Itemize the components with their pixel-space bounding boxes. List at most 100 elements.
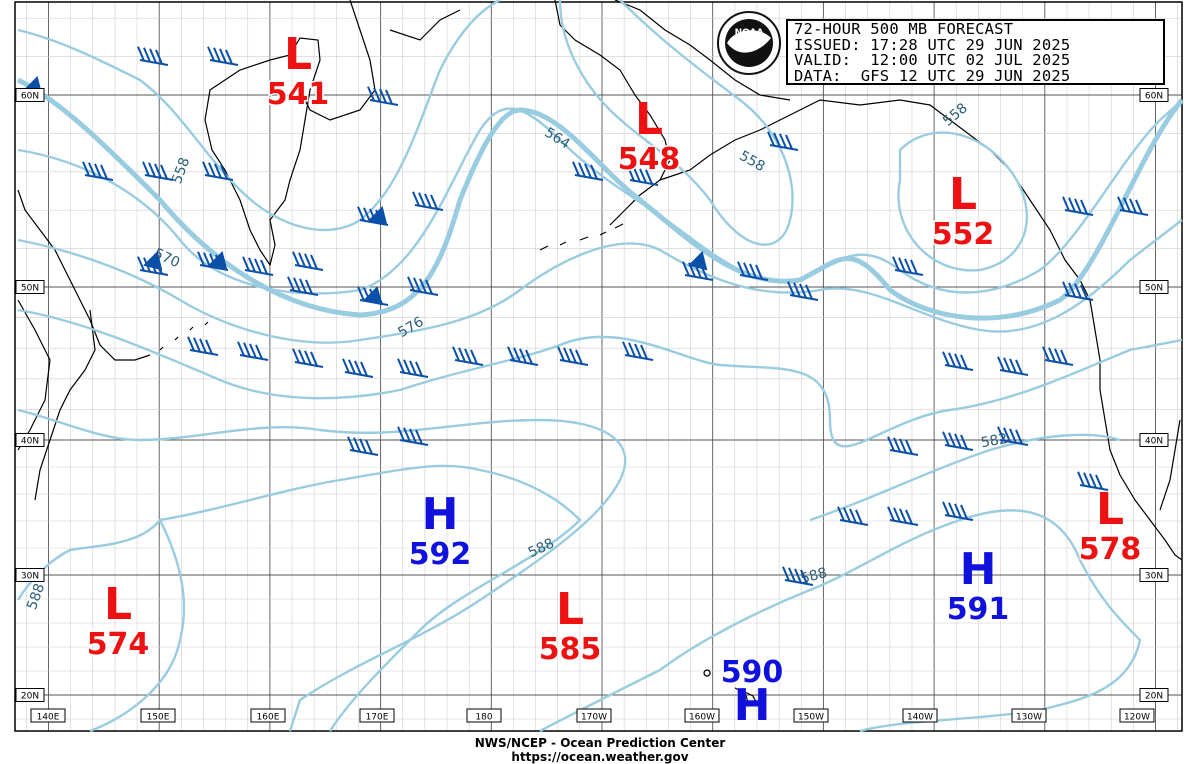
svg-text:150E: 150E <box>147 713 170 723</box>
svg-text:160W: 160W <box>689 713 715 723</box>
wind-barb <box>292 348 324 368</box>
svg-text:170E: 170E <box>366 713 389 723</box>
wind-barb <box>367 86 399 106</box>
forecast-info-box: 72-HOUR 500 MB FORECAST ISSUED: 17:28 UT… <box>786 19 1165 85</box>
contour-label: 558 <box>169 155 193 186</box>
wind-barb <box>397 426 429 446</box>
center-value: 574 <box>87 627 150 662</box>
wind-pennant <box>368 206 388 226</box>
wind-barb <box>1117 196 1149 216</box>
lat-label-left: 40N <box>15 433 45 447</box>
wind-barb <box>202 161 234 181</box>
contour-588-east <box>539 509 1142 733</box>
noaa-logo-text: NOAA <box>735 28 764 38</box>
issued-line: ISSUED: 17:28 UTC 29 JUN 2025 <box>794 35 1071 54</box>
wind-barb <box>892 256 924 276</box>
center-letter: H <box>422 489 459 540</box>
svg-text:170W: 170W <box>581 713 607 723</box>
wind-barb <box>292 251 324 271</box>
hawaii-islands <box>703 669 758 707</box>
na-west-coast <box>1079 279 1183 561</box>
wind-pennant <box>208 251 228 271</box>
map-frame <box>14 1 1183 732</box>
center-letter: L <box>104 579 132 630</box>
wind-barb <box>142 161 174 181</box>
svg-text:30N: 30N <box>21 572 39 582</box>
svg-text:140W: 140W <box>907 713 933 723</box>
center-letter: L <box>556 584 584 635</box>
center-value: 592 <box>409 537 472 572</box>
kuril-islands <box>159 321 209 351</box>
lat-label-right: 20N <box>1139 688 1169 702</box>
svg-text:30N: 30N <box>1145 572 1163 582</box>
lat-label-left: 60N <box>15 88 45 102</box>
sakhalin-japan-coast <box>17 189 151 361</box>
data-line: DATA: GFS 12 UTC 29 JUN 2025 <box>794 66 1071 85</box>
center-value: 585 <box>539 632 602 667</box>
svg-text:40N: 40N <box>1145 437 1163 447</box>
footer-agency: NWS/NCEP - Ocean Prediction Center <box>474 736 726 750</box>
center-letter: H <box>734 680 771 731</box>
contour-label: 558 <box>736 148 767 175</box>
height-contours-thick <box>16 77 1184 321</box>
lon-label: 160E <box>250 708 286 723</box>
lat-label-right: 40N <box>1139 433 1169 447</box>
lon-label: 180 <box>466 708 502 723</box>
center-value: 590 <box>721 655 784 690</box>
kamchatka-coast <box>204 37 321 267</box>
center-value: 552 <box>932 217 995 252</box>
asia-coast <box>17 299 51 451</box>
lon-label: 140W <box>902 708 938 723</box>
contour-588-far-west <box>16 517 186 733</box>
lon-label: 120W <box>1119 708 1155 723</box>
wind-barb <box>507 346 539 366</box>
center-value: 548 <box>618 142 681 177</box>
wind-pennant <box>688 251 708 271</box>
wind-barb <box>997 356 1029 376</box>
noaa-logo: NOAA <box>717 11 781 75</box>
forecast-title: 72-HOUR 500 MB FORECAST <box>794 20 1014 38</box>
center-value: 578 <box>1079 532 1142 567</box>
wind-barb <box>887 506 919 526</box>
wind-barb <box>837 506 869 526</box>
contour-588-west <box>159 464 582 732</box>
contour-546 <box>17 0 501 232</box>
wind-pennant <box>363 286 383 306</box>
wind-barb <box>997 426 1029 446</box>
lon-label: 170W <box>576 708 612 723</box>
wind-barb <box>622 341 654 361</box>
wind-barb <box>342 358 374 378</box>
lat-label-right: 30N <box>1139 568 1169 582</box>
wind-pennant <box>143 251 163 271</box>
svg-text:60N: 60N <box>1145 92 1163 102</box>
wind-barb <box>942 431 974 451</box>
wind-barb <box>1062 196 1094 216</box>
wind-barb <box>452 346 484 366</box>
wind-barb <box>1062 281 1094 301</box>
svg-text:50N: 50N <box>21 284 39 294</box>
lon-label: 150W <box>793 708 829 723</box>
lon-label: 130W <box>1011 708 1047 723</box>
svg-text:20N: 20N <box>21 692 39 702</box>
svg-text:180: 180 <box>475 713 492 723</box>
center-letter: L <box>1096 484 1124 535</box>
svg-text:130W: 130W <box>1016 713 1042 723</box>
lon-label: 170E <box>359 708 395 723</box>
contour-label: 558 <box>940 100 971 129</box>
contour-558 <box>17 99 1183 295</box>
wind-barb <box>1042 346 1074 366</box>
contour-label: 576 <box>395 314 426 341</box>
contour-564-alaska <box>558 0 794 246</box>
japan-coast <box>34 309 96 501</box>
wind-barb <box>942 501 974 521</box>
center-letter: L <box>635 94 663 145</box>
valid-line: VALID: 12:00 UTC 02 JUL 2025 <box>794 51 1071 69</box>
contour-576 <box>17 308 1183 448</box>
wind-barb <box>627 166 659 186</box>
